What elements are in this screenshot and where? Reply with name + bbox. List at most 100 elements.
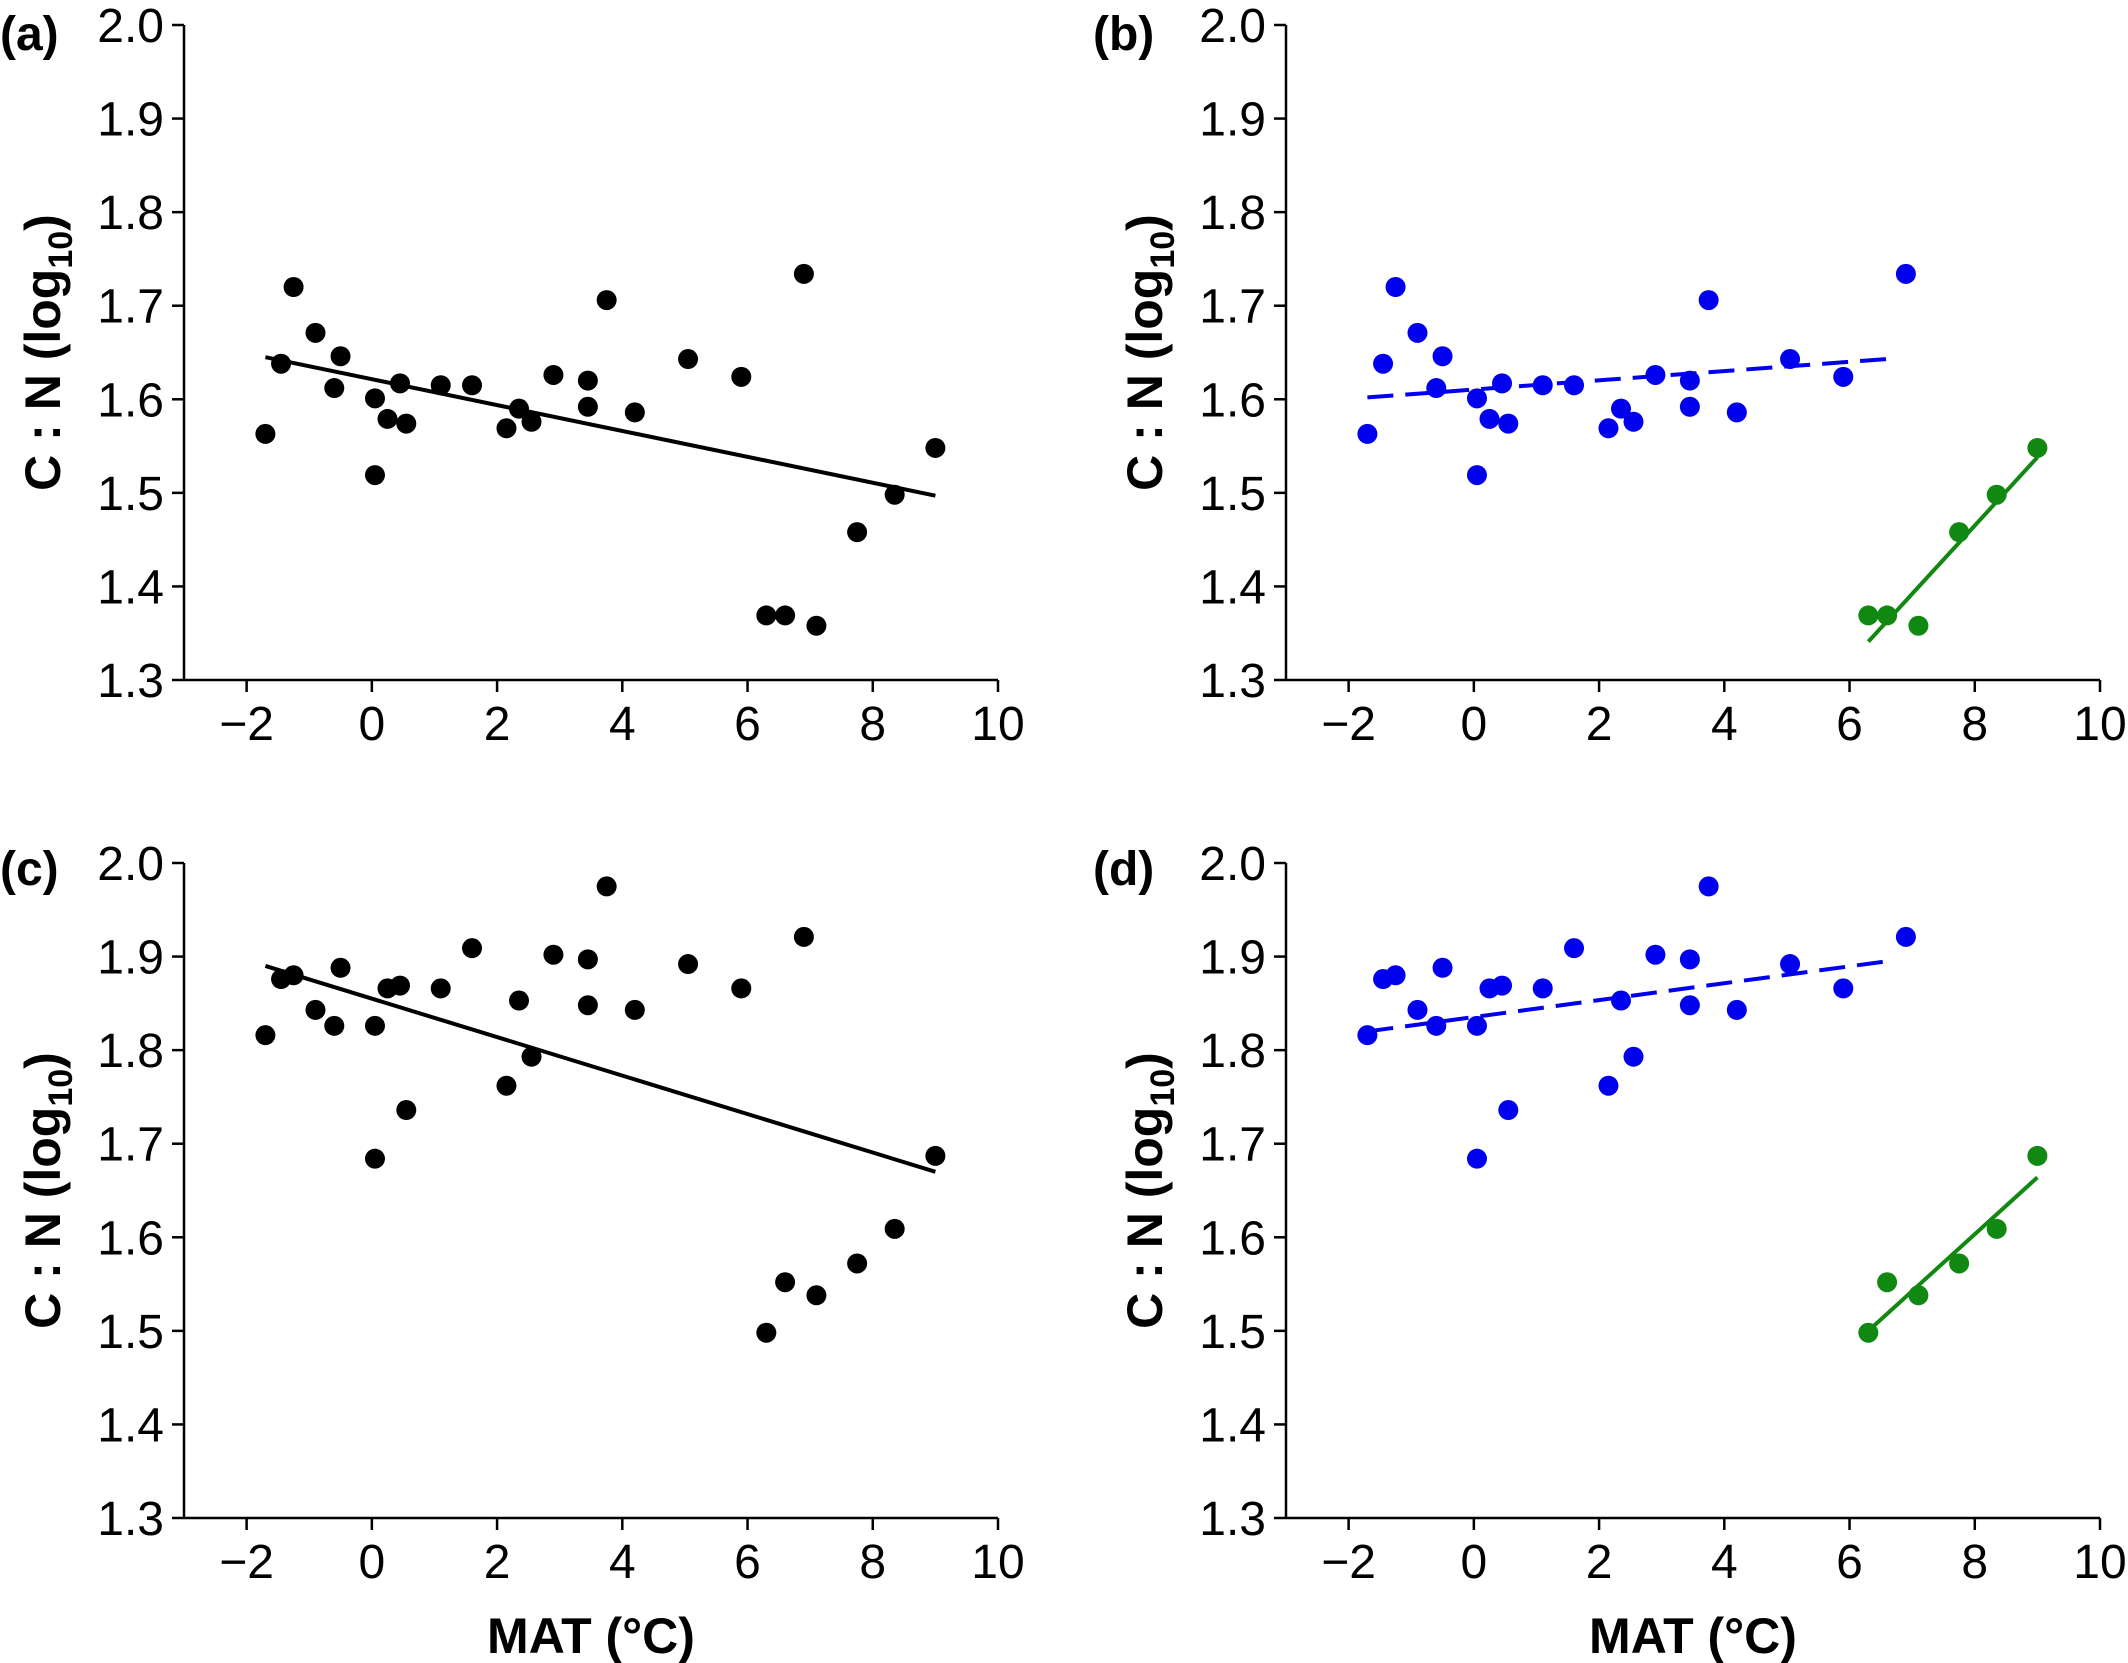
x-tick-label: 10: [2073, 698, 2126, 751]
data-point: [1385, 965, 1406, 986]
x-tick-label: 0: [1460, 698, 1487, 751]
y-tick-label: 1.3: [1199, 655, 1266, 708]
data-point: [1407, 999, 1428, 1020]
y-tick-label: 1.5: [97, 468, 164, 521]
data-point: [364, 388, 385, 409]
x-axis-label: MAT (°C): [1589, 1608, 1797, 1663]
data-point: [1780, 954, 1801, 975]
data-point: [577, 370, 598, 391]
data-point: [396, 1100, 417, 1121]
y-tick-label: 1.4: [97, 561, 164, 614]
fit-line-solid: [264, 355, 936, 498]
data-point: [1610, 990, 1631, 1011]
data-point: [283, 277, 304, 297]
data-point: [775, 1272, 796, 1293]
data-point: [2027, 1145, 2048, 1166]
data-point: [1895, 926, 1916, 947]
data-point: [775, 605, 796, 626]
fit-line-dashed: [1367, 357, 1888, 400]
data-point: [1564, 375, 1585, 396]
data-point: [1466, 1148, 1487, 1169]
data-point: [1908, 1285, 1929, 1306]
x-tick-label: 2: [484, 1536, 511, 1589]
data-point: [1432, 346, 1453, 367]
y-tick-label: 1.7: [97, 1119, 164, 1172]
panel-c: 1.3 1.4 1.5 1.6 1.7 1.8 1.9 2.0 −2 0 2 4 6 8 10 (c) C : …: [0, 838, 1025, 1663]
data-point: [1492, 373, 1513, 394]
data-point: [1726, 999, 1747, 1020]
data-point: [2027, 437, 2048, 458]
data-point: [1679, 995, 1700, 1016]
x-tick-label: 6: [734, 698, 761, 751]
data-point: [305, 999, 326, 1020]
y-tick-label: 1.8: [1199, 1025, 1266, 1078]
x-tick-label: 2: [1586, 1536, 1613, 1589]
y-tick-label: 1.8: [97, 187, 164, 240]
data-point: [324, 378, 345, 399]
data-point: [283, 965, 304, 986]
y-tick-label: 1.5: [1199, 468, 1266, 521]
y-tick-label: 1.8: [1199, 187, 1266, 240]
x-tick-label: −2: [219, 1536, 274, 1589]
data-point: [462, 938, 483, 959]
data-point: [1466, 1015, 1487, 1036]
data-point: [1877, 1272, 1898, 1293]
x-tick-label: 8: [859, 1536, 886, 1589]
x-tick-label: −2: [1321, 1536, 1376, 1589]
y-tick-label: 1.5: [97, 1306, 164, 1359]
data-point: [1373, 353, 1394, 374]
x-tick-label: 6: [1836, 698, 1863, 751]
y-tick-label: 1.9: [1199, 932, 1266, 985]
y-tick-label: 1.3: [97, 655, 164, 708]
fit-line-solid: [1866, 455, 2039, 643]
data-point: [925, 437, 946, 458]
data-point: [1357, 1025, 1378, 1046]
data-point: [1679, 396, 1700, 417]
data-point: [1426, 1015, 1447, 1036]
data-point: [1598, 1075, 1619, 1096]
y-tick-label: 1.4: [1199, 561, 1266, 614]
data-point: [255, 1025, 276, 1046]
y-tick-label: 1.7: [97, 281, 164, 334]
data-point: [1858, 1322, 1879, 1343]
data-point: [1564, 938, 1585, 959]
y-tick-label: 2.0: [97, 0, 164, 53]
x-tick-label: 4: [609, 698, 636, 751]
y-tick-label: 1.7: [1199, 281, 1266, 334]
data-point: [305, 322, 326, 343]
data-point: [1726, 402, 1747, 423]
x-tick-label: 2: [484, 698, 511, 751]
x-tick-label: 8: [1961, 698, 1988, 751]
data-point: [806, 1285, 827, 1306]
x-tick-label: 6: [1836, 1536, 1863, 1589]
data-point: [624, 999, 645, 1020]
x-axis-label: MAT (°C): [487, 1608, 695, 1663]
y-tick-label: 1.6: [97, 374, 164, 427]
panel-label: (b): [1093, 8, 1154, 61]
data-point: [1598, 418, 1619, 439]
data-point: [884, 484, 905, 505]
data-point: [543, 944, 564, 965]
data-point: [324, 1015, 345, 1036]
y-tick-label: 2.0: [1199, 838, 1266, 891]
data-point: [330, 346, 351, 367]
x-tick-label: 8: [1961, 1536, 1988, 1589]
data-point: [678, 349, 699, 370]
data-point: [1645, 364, 1666, 385]
data-point: [496, 418, 517, 439]
data-point: [1908, 615, 1929, 636]
data-point: [521, 1046, 542, 1067]
data-point: [1858, 605, 1879, 626]
data-point: [678, 954, 699, 975]
y-tick-label: 1.3: [1199, 1493, 1266, 1546]
data-point: [1895, 263, 1916, 284]
y-axis-label: C : N (log10): [15, 1052, 80, 1329]
data-point: [1466, 388, 1487, 409]
data-point: [330, 957, 351, 978]
data-point: [462, 375, 483, 396]
x-tick-label: 8: [859, 698, 886, 751]
y-tick-label: 1.7: [1199, 1119, 1266, 1172]
data-point: [925, 1145, 946, 1166]
data-point: [1986, 1218, 2007, 1239]
